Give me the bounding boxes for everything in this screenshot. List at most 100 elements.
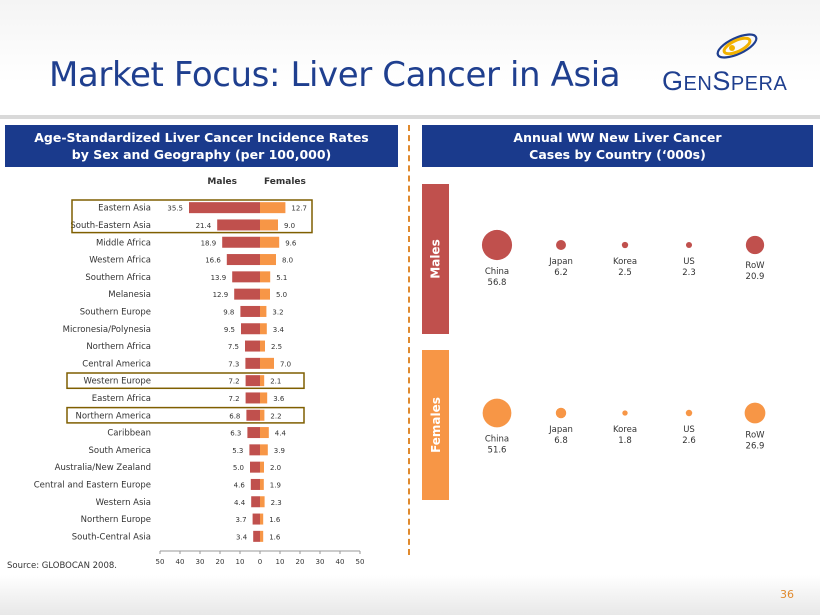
- country-label: Japan: [548, 257, 573, 267]
- female-value-label: 5.0: [276, 291, 287, 299]
- male-value-label: 5.3: [232, 447, 243, 455]
- male-bar: [245, 392, 260, 404]
- female-bar: [260, 305, 267, 317]
- category-label: Southern Africa: [85, 273, 151, 283]
- x-tick-label: 20: [296, 558, 305, 566]
- female-bar: [260, 236, 280, 248]
- category-label: Southern Europe: [80, 307, 151, 317]
- country-label: US: [683, 425, 695, 435]
- x-tick-label: 50: [356, 558, 365, 566]
- male-bar: [234, 288, 260, 300]
- female-bar: [260, 254, 276, 266]
- cases-value-label: 1.8: [618, 436, 632, 446]
- cases-bubble: [745, 235, 765, 255]
- left-header-line1: Age-Standardized Liver Cancer Incidence …: [34, 130, 369, 145]
- female-bar: [260, 461, 264, 473]
- male-bar: [245, 340, 260, 352]
- male-value-label: 7.2: [228, 395, 239, 403]
- female-bar: [260, 202, 286, 214]
- cases-value-label: 56.8: [488, 278, 507, 288]
- category-label: Micronesia/Polynesia: [63, 325, 151, 335]
- left-panel-header: Age-Standardized Liver Cancer Incidence …: [5, 125, 398, 167]
- female-value-label: 3.9: [274, 447, 285, 455]
- cases-value-label: 26.9: [746, 441, 765, 451]
- country-label: Japan: [548, 425, 573, 435]
- category-label: Western Asia: [96, 498, 151, 508]
- cases-value-label: 2.6: [682, 436, 696, 446]
- male-bar: [253, 530, 260, 542]
- country-label: RoW: [745, 430, 765, 440]
- cases-bubble: [481, 229, 513, 261]
- cases-value-label: 2.5: [618, 268, 632, 278]
- female-bar: [260, 271, 271, 283]
- cases-value-label: 2.3: [682, 268, 696, 278]
- highlight-box: [71, 199, 313, 234]
- category-label: Middle Africa: [96, 238, 151, 248]
- country-label: Korea: [613, 257, 637, 267]
- female-bar: [260, 496, 265, 508]
- country-label: US: [683, 257, 695, 267]
- category-label: Northern Africa: [86, 342, 151, 352]
- male-bar: [249, 444, 260, 456]
- female-value-label: 3.2: [272, 308, 283, 316]
- cases-bubble: [685, 241, 693, 249]
- female-value-label: 1.6: [269, 516, 281, 524]
- female-value-label: 1.9: [270, 481, 281, 489]
- country-label: China: [485, 267, 509, 277]
- female-bar: [260, 478, 264, 490]
- female-value-label: 3.4: [273, 326, 285, 334]
- logo-wordmark: GENSPERA: [662, 66, 788, 96]
- female-bar: [260, 288, 270, 300]
- female-value-label: 7.0: [280, 360, 291, 368]
- male-value-label: 21.4: [196, 222, 212, 230]
- male-value-label: 7.2: [228, 378, 239, 386]
- female-value-label: 5.1: [276, 274, 287, 282]
- male-bar: [245, 357, 260, 369]
- x-tick-label: 30: [316, 558, 325, 566]
- male-value-label: 7.3: [228, 360, 239, 368]
- male-bar: [245, 375, 260, 387]
- right-panel-header: Annual WW New Liver Cancer Cases by Coun…: [422, 125, 813, 167]
- left-header-line2: by Sex and Geography (per 100,000): [71, 147, 332, 162]
- male-bar: [189, 202, 260, 214]
- female-value-label: 12.7: [291, 205, 307, 213]
- category-label: Northern Europe: [81, 515, 151, 525]
- male-value-label: 7.5: [228, 343, 239, 351]
- female-bar: [260, 323, 267, 335]
- category-label: Central and Eastern Europe: [34, 480, 151, 490]
- x-tick-label: 0: [258, 558, 262, 566]
- legend-females: Females: [264, 177, 306, 187]
- company-logo: GENSPERA: [662, 32, 812, 102]
- category-label: Western Europe: [84, 377, 151, 387]
- female-value-label: 9.6: [285, 239, 297, 247]
- header-band: [0, 0, 820, 118]
- male-value-label: 18.9: [201, 239, 217, 247]
- category-label: Melanesia: [108, 290, 151, 300]
- male-bar: [251, 496, 260, 508]
- country-label: China: [485, 434, 509, 444]
- cases-value-label: 6.8: [554, 436, 568, 446]
- logo-orbit-icon: [716, 33, 758, 59]
- category-label: Western Africa: [89, 256, 151, 266]
- male-bar: [246, 409, 260, 421]
- category-label: Eastern Asia: [98, 204, 151, 214]
- female-value-label: 2.2: [270, 412, 281, 420]
- male-bar: [222, 236, 260, 248]
- male-value-label: 3.7: [235, 516, 246, 524]
- males-side-label: Males: [422, 184, 449, 334]
- male-bar: [226, 254, 260, 266]
- male-value-label: 6.3: [230, 430, 241, 438]
- female-value-label: 9.0: [284, 222, 295, 230]
- category-label: South-Eastern Asia: [70, 221, 151, 231]
- female-bar: [260, 513, 264, 525]
- cases-bubble: [685, 409, 693, 417]
- country-label: RoW: [745, 261, 765, 271]
- right-header-line2: Cases by Country (‘000s): [529, 147, 706, 162]
- females-side-label: Females: [422, 350, 449, 500]
- new-cases-bubble-chart: China56.8Japan6.2Korea2.5US2.3RoW20.9Chi…: [481, 229, 766, 455]
- male-bar: [247, 427, 260, 439]
- cases-bubble: [556, 240, 566, 250]
- male-bar: [232, 271, 260, 283]
- male-value-label: 12.9: [213, 291, 229, 299]
- x-tick-label: 10: [276, 558, 285, 566]
